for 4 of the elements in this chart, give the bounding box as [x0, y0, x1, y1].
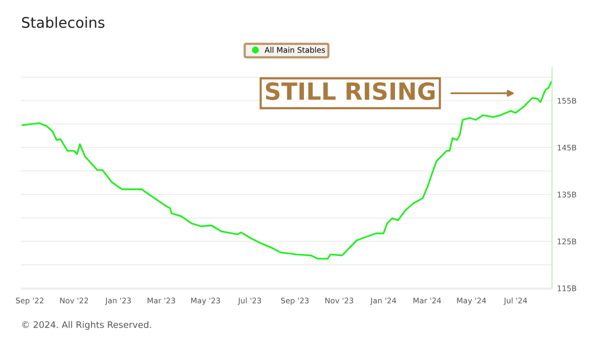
annotation: STILL RISING	[266, 82, 435, 100]
line-series	[22, 81, 552, 260]
chart-title: Stablecoins	[22, 16, 104, 28]
text: © 2024. All Rights Reserved.	[22, 321, 152, 330]
